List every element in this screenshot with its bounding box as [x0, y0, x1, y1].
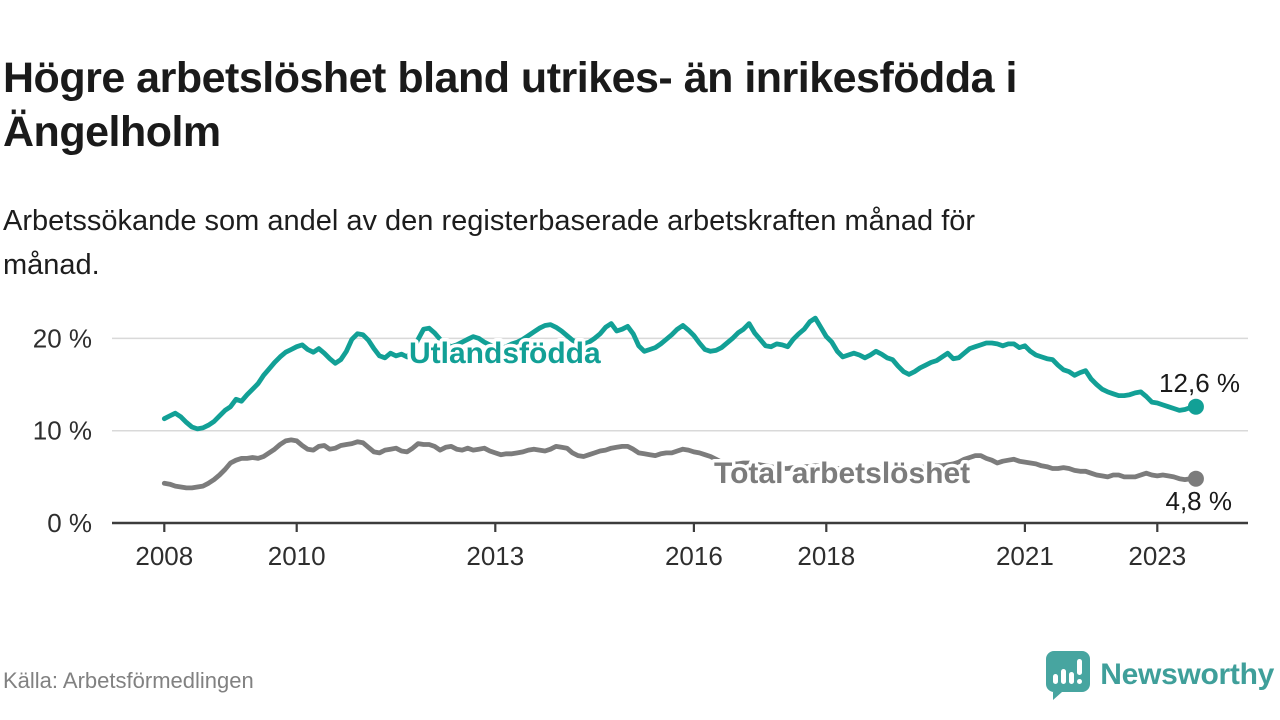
- series-line-total-arbetsloshet: [161, 437, 1199, 491]
- x-tick-label: 2013: [466, 541, 524, 571]
- series-end-dot-total-arbetsloshet: [1187, 470, 1204, 487]
- page-subtitle: Arbetssökande som andel av den registerb…: [3, 199, 1203, 287]
- source-note: Källa: Arbetsförmedlingen: [3, 668, 254, 693]
- x-axis: 2008 2010 2013 2016 2018 2021 2023: [112, 521, 1248, 571]
- end-value-label-utlandsfodda: 12,6 %: [1159, 368, 1240, 398]
- series-label-total-arbetsloshet: Total arbetslöshet: [714, 457, 970, 490]
- series-end-dot-utlandsfodda: [1187, 398, 1204, 415]
- end-value-label-total-arbetsloshet: 4,8 %: [1166, 486, 1233, 516]
- y-axis-labels: 0 % 10 % 20 %: [33, 323, 92, 538]
- page-subtitle-line2: månad.: [3, 249, 100, 282]
- series-label-utlandsfodda: Utlandsfödda: [409, 337, 601, 370]
- series-line-utlandsfodda: [161, 315, 1199, 432]
- gridlines: [112, 337, 1248, 432]
- x-tick-label: 2018: [797, 541, 855, 571]
- y-tick-label: 0 %: [47, 508, 92, 538]
- x-tick-label: 2016: [665, 541, 723, 571]
- y-tick-label: 10 %: [33, 416, 92, 446]
- brand-logo: Newsworthy: [1044, 650, 1274, 700]
- y-tick-label: 20 %: [33, 323, 92, 353]
- x-tick-label: 2008: [135, 541, 193, 571]
- x-tick-label: 2023: [1128, 541, 1186, 571]
- x-tick-label: 2021: [996, 541, 1054, 571]
- brand-name: Newsworthy: [1100, 658, 1274, 691]
- x-tick-label: 2010: [268, 541, 326, 571]
- page-title: Högre arbetslöshet bland utrikes- än inr…: [3, 51, 1243, 159]
- page-subtitle-line1: Arbetssökande som andel av den registerb…: [3, 205, 976, 237]
- page-title-line1: Högre arbetslöshet bland utrikes- än inr…: [3, 53, 1017, 102]
- page-title-line2: Ängelholm: [3, 107, 221, 156]
- newsworthy-speech-bubble-bars-icon: [1046, 651, 1091, 700]
